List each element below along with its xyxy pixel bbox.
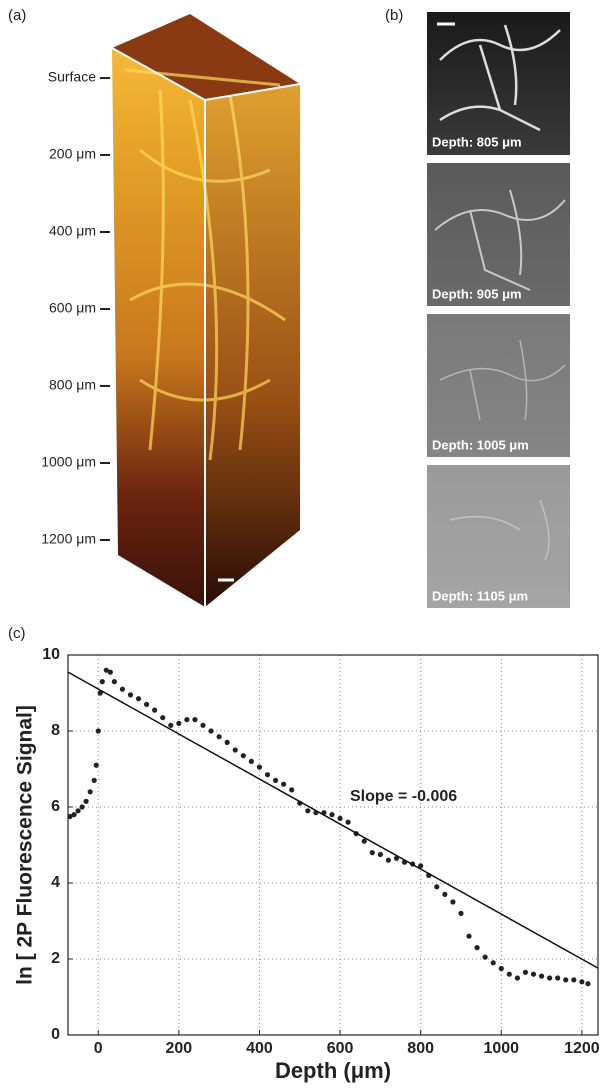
- point: [273, 778, 278, 783]
- y-tick-label: 10: [42, 646, 60, 663]
- point: [289, 787, 294, 792]
- slice-caption: Depth: 805 μm: [432, 134, 522, 149]
- point: [515, 975, 520, 980]
- x-tick-label: 800: [407, 1040, 434, 1057]
- volume-render: [112, 14, 300, 607]
- panel-label: (c): [8, 625, 26, 642]
- point: [71, 812, 76, 817]
- y-tick-label: 6: [51, 798, 60, 815]
- point: [88, 789, 93, 794]
- point: [225, 740, 230, 745]
- point: [241, 753, 246, 758]
- figure: (a) Surface 200 μm 400 μm 600 μm 800 μm …: [0, 0, 605, 1087]
- point: [523, 970, 528, 975]
- point: [329, 812, 334, 817]
- point: [233, 747, 238, 752]
- depth-label: 600 μm: [49, 300, 96, 316]
- point: [176, 721, 181, 726]
- point: [499, 966, 504, 971]
- point: [450, 899, 455, 904]
- point: [100, 679, 105, 684]
- point: [491, 960, 496, 965]
- point: [531, 972, 536, 977]
- point: [458, 911, 463, 916]
- point: [442, 892, 447, 897]
- plot: 0 200 400 600 800 1000 1200 0 2 4 6 8 10 Slope = -0.0…: [14, 646, 600, 1083]
- x-tick-label: 0: [94, 1040, 103, 1057]
- point: [160, 715, 165, 720]
- point: [547, 975, 552, 980]
- slice-caption: Depth: 1005 μm: [432, 437, 529, 452]
- x-tick-label: 400: [246, 1040, 273, 1057]
- point: [337, 816, 342, 821]
- point: [386, 858, 391, 863]
- volume-side: [205, 84, 300, 607]
- slice-image: [427, 314, 570, 457]
- point: [96, 728, 101, 733]
- point: [370, 850, 375, 855]
- point: [136, 696, 141, 701]
- point: [539, 974, 544, 979]
- depth-label: 400 μm: [49, 223, 96, 239]
- point: [200, 723, 205, 728]
- y-axis-label: ln [ 2P Fluorescence Signal]: [14, 705, 37, 985]
- point: [184, 717, 189, 722]
- panel-label: (a): [8, 7, 26, 24]
- point: [208, 728, 213, 733]
- point: [80, 804, 85, 809]
- point: [555, 975, 560, 980]
- y-tick-label: 2: [51, 950, 60, 967]
- point: [378, 852, 383, 857]
- point: [144, 702, 149, 707]
- slices: Depth: 805 μm Depth: 905 μm Depth: 1005 …: [427, 12, 570, 608]
- x-axis-label: Depth (μm): [275, 1058, 391, 1083]
- point: [265, 772, 270, 777]
- panel-label: (b): [385, 7, 403, 24]
- point: [585, 981, 590, 986]
- point: [563, 977, 568, 982]
- annotation: Slope = -0.006: [350, 788, 457, 805]
- point: [507, 972, 512, 977]
- point: [168, 723, 173, 728]
- point: [112, 679, 117, 684]
- x-tick-label: 200: [165, 1040, 192, 1057]
- point: [571, 977, 576, 982]
- point: [75, 808, 80, 813]
- point: [192, 717, 197, 722]
- y-tick-label: 4: [51, 874, 60, 891]
- point: [305, 808, 310, 813]
- depth-label: 1200 μm: [41, 531, 96, 547]
- point: [474, 945, 479, 950]
- x-tick-label: 600: [327, 1040, 354, 1057]
- point: [217, 734, 222, 739]
- depth-ticks: Surface 200 μm 400 μm 600 μm 800 μm 1000…: [41, 69, 110, 547]
- depth-label: 200 μm: [49, 146, 96, 162]
- point: [92, 778, 97, 783]
- point: [579, 979, 584, 984]
- slice-caption: Depth: 1105 μm: [432, 588, 528, 603]
- point: [120, 687, 125, 692]
- point: [84, 799, 89, 804]
- point: [466, 934, 471, 939]
- point: [128, 692, 133, 697]
- point: [108, 670, 113, 675]
- point: [249, 759, 254, 764]
- x-tick-label: 1000: [483, 1040, 519, 1057]
- point: [483, 955, 488, 960]
- point: [346, 820, 351, 825]
- y-tick-label: 0: [51, 1026, 60, 1043]
- slice-caption: Depth: 905 μm: [432, 286, 522, 301]
- depth-label: 800 μm: [49, 377, 96, 393]
- point: [434, 884, 439, 889]
- slice-image: [427, 163, 570, 306]
- x-tick-label: 1200: [564, 1040, 600, 1057]
- point: [257, 765, 262, 770]
- point: [94, 763, 99, 768]
- depth-label: Surface: [48, 69, 96, 85]
- y-tick-label: 8: [51, 722, 60, 739]
- point: [281, 782, 286, 787]
- depth-label: 1000 μm: [41, 454, 96, 470]
- point: [152, 708, 157, 713]
- fit-line: [68, 672, 598, 968]
